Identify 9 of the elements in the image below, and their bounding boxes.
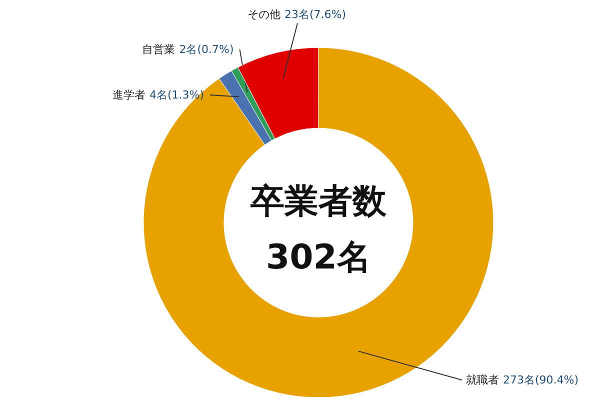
slice-label: その他: [247, 8, 280, 21]
slice-label: 進学者: [112, 88, 146, 102]
slice-label: 就職者: [466, 374, 499, 387]
data-label: 2名(0.7%): [179, 42, 234, 56]
slice-label: 自営業: [142, 42, 176, 56]
data-label: 273名(90.4%): [502, 374, 579, 387]
text: 卒業者数: [249, 182, 388, 222]
text: 302名: [266, 238, 371, 278]
data-label: 23名(7.6%): [284, 8, 346, 21]
